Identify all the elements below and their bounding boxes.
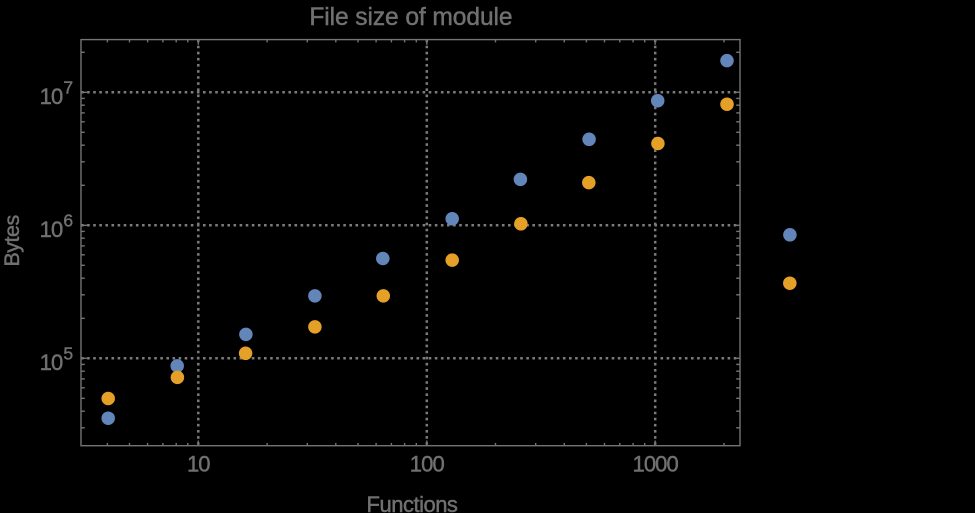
svg-text:5: 5 <box>63 344 73 364</box>
svg-text:Bytes: Bytes <box>0 215 24 266</box>
svg-text:Functions: Functions <box>367 492 458 513</box>
svg-text:File size of module: File size of module <box>309 4 512 31</box>
svg-text:10: 10 <box>40 350 63 375</box>
svg-text:10: 10 <box>40 84 63 109</box>
svg-text:1000: 1000 <box>633 452 679 477</box>
svg-text:10: 10 <box>40 217 63 242</box>
svg-text:6: 6 <box>63 211 73 231</box>
svg-text:10: 10 <box>187 452 210 477</box>
svg-text:7: 7 <box>63 78 73 98</box>
svg-text:100: 100 <box>410 452 445 477</box>
